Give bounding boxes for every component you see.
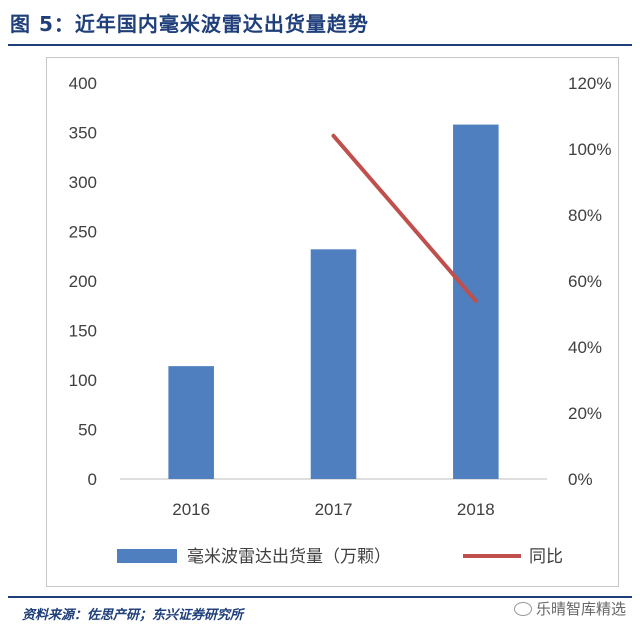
- legend-label-bar: 毫米波雷达出货量（万颗）: [187, 547, 391, 566]
- y-tick-label: 350: [69, 124, 97, 143]
- y-tick-label: 200: [69, 272, 97, 291]
- x-tick-label: 2018: [457, 500, 495, 519]
- chart-frame: 400 350 300 250 200 150 100 50 0 120% 100% 80% 60% 40…: [46, 57, 619, 587]
- line-yoy: [331, 133, 478, 303]
- chart-svg: 400 350 300 250 200 150 100 50 0 120% 100% 80% 60% 40…: [69, 74, 612, 566]
- y2-tick-label: 100%: [568, 140, 611, 159]
- y-tick-label: 150: [69, 322, 97, 341]
- figure-title: 图 5：近年国内毫米波雷达出货量趋势: [10, 12, 369, 36]
- y-tick-label: 100: [69, 371, 97, 390]
- x-tick-label: 2016: [172, 500, 210, 519]
- legend-label-line: 同比: [529, 547, 563, 566]
- wechat-icon: [513, 601, 532, 616]
- y-tick-label: 300: [69, 173, 97, 192]
- y-tick-label: 400: [69, 74, 97, 93]
- source-rule: [8, 596, 632, 598]
- y-tick-label: 0: [88, 470, 97, 489]
- legend-swatch-bar: [117, 549, 177, 563]
- title-rule: [8, 44, 632, 46]
- y-tick-label: 50: [78, 421, 97, 440]
- y2-tick-label: 120%: [568, 74, 611, 93]
- watermark-text: 乐晴智库精选: [535, 600, 626, 618]
- bar-2016: [168, 366, 214, 479]
- y-tick-label: 250: [69, 223, 97, 242]
- y2-tick-label: 20%: [568, 404, 602, 423]
- y2-tick-label: 40%: [568, 338, 602, 357]
- y2-tick-label: 80%: [568, 206, 602, 225]
- watermark: 乐晴智库精选: [513, 598, 626, 619]
- y2-tick-label: 0%: [568, 470, 593, 489]
- y2-tick-label: 60%: [568, 272, 602, 291]
- x-tick-label: 2017: [315, 500, 353, 519]
- bar-2017: [310, 249, 357, 479]
- source-text: 资料来源：佐思产研；东兴证券研究所: [22, 608, 244, 623]
